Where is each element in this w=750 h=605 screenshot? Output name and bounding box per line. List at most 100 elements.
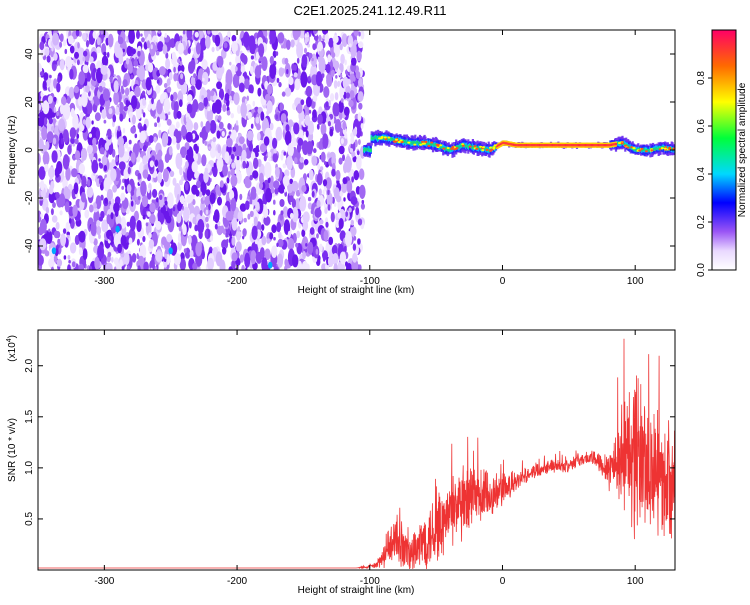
noise-speck xyxy=(317,163,321,171)
noise-speck xyxy=(48,117,53,125)
noise-speck xyxy=(113,80,119,93)
noise-speck xyxy=(263,215,271,226)
noise-speck xyxy=(142,155,148,165)
noise-speck xyxy=(134,85,141,98)
noise-speck xyxy=(307,196,312,202)
noise-speck xyxy=(98,158,101,162)
noise-speck xyxy=(117,243,122,254)
noise-speck xyxy=(312,95,318,102)
noise-speck xyxy=(61,96,67,106)
noise-speck xyxy=(335,75,338,79)
noise-speck xyxy=(71,261,76,268)
noise-speck xyxy=(98,162,102,167)
noise-speck xyxy=(357,238,361,245)
noise-speck xyxy=(215,44,220,52)
noise-speck xyxy=(200,121,204,128)
noise-speck xyxy=(40,91,43,98)
noise-speck xyxy=(120,235,127,247)
noise-speck xyxy=(85,40,90,48)
noise-speck xyxy=(173,72,178,82)
noise-speck xyxy=(201,71,209,86)
noise-speck xyxy=(344,155,352,173)
noise-speck xyxy=(285,39,291,50)
noise-speck xyxy=(200,181,207,196)
noise-speck xyxy=(149,160,155,168)
noise-speck xyxy=(224,151,230,164)
noise-speck xyxy=(346,78,351,85)
signal-hot-speck xyxy=(658,148,662,151)
noise-speck xyxy=(275,114,279,120)
noise-speck xyxy=(46,131,54,144)
x-tick-label: -200 xyxy=(227,276,247,287)
noise-speck xyxy=(48,257,55,268)
noise-speck xyxy=(356,150,360,156)
noise-speck xyxy=(180,146,187,158)
noise-speck xyxy=(95,195,102,210)
noise-speck xyxy=(231,34,237,42)
noise-speck xyxy=(193,73,197,78)
noise-speck xyxy=(194,31,199,38)
noise-speck xyxy=(306,141,314,155)
noise-speck xyxy=(358,102,363,110)
noise-speck xyxy=(59,41,63,48)
noise-speck xyxy=(149,202,156,213)
noise-speck xyxy=(69,127,77,139)
noise-speck xyxy=(77,42,80,49)
noise-speck xyxy=(193,143,198,152)
noise-speck xyxy=(315,248,319,255)
noise-speck xyxy=(57,238,61,245)
noise-speck xyxy=(333,187,340,200)
noise-speck xyxy=(194,224,199,232)
noise-speck xyxy=(188,61,195,74)
noise-speck xyxy=(277,238,284,248)
noise-speck xyxy=(115,214,122,226)
noise-speck xyxy=(81,32,87,41)
noise-speck xyxy=(89,204,94,213)
noise-speck xyxy=(275,126,283,141)
noise-speck xyxy=(82,64,89,74)
noise-speck xyxy=(161,132,169,147)
noise-speck xyxy=(142,214,146,220)
noise-speck xyxy=(39,71,44,77)
noise-speck xyxy=(186,167,193,182)
noise-speck xyxy=(180,81,188,95)
noise-speck xyxy=(311,190,315,198)
noise-speck xyxy=(339,131,343,137)
x-tick-label: 100 xyxy=(627,576,644,587)
noise-speck xyxy=(358,168,365,180)
noise-speck xyxy=(284,265,288,270)
noise-speck xyxy=(42,151,50,166)
noise-speck xyxy=(255,116,260,124)
noise-speck xyxy=(177,64,185,74)
noise-speck xyxy=(120,192,126,201)
noise-speck xyxy=(242,228,247,237)
noise-speck xyxy=(305,96,312,108)
noise-speck xyxy=(38,154,41,162)
noise-speck xyxy=(42,100,50,115)
noise-speck xyxy=(231,162,236,169)
noise-speck xyxy=(98,234,101,239)
signal-hot-speck xyxy=(387,136,391,139)
noise-speck xyxy=(292,254,299,268)
noise-speck xyxy=(63,255,67,260)
noise-speck xyxy=(189,249,194,258)
noise-speck xyxy=(96,46,101,54)
noise-speck xyxy=(323,86,330,98)
noise-speck xyxy=(251,225,258,240)
noise-speck xyxy=(222,104,227,112)
noise-speck xyxy=(93,202,97,209)
noise-speck xyxy=(204,140,207,146)
noise-speck xyxy=(304,47,307,54)
noise-speck xyxy=(239,254,244,263)
noise-speck xyxy=(280,113,287,124)
noise-speck xyxy=(296,230,301,239)
noise-speck xyxy=(140,33,143,37)
signal-hot-speck xyxy=(489,149,492,152)
noise-speck xyxy=(197,219,205,234)
noise-speck xyxy=(289,212,294,219)
noise-speck xyxy=(60,233,67,247)
noise-speck xyxy=(299,193,303,199)
noise-speck xyxy=(75,30,80,37)
signal-hot-speck xyxy=(378,137,382,140)
noise-speck xyxy=(282,68,285,74)
